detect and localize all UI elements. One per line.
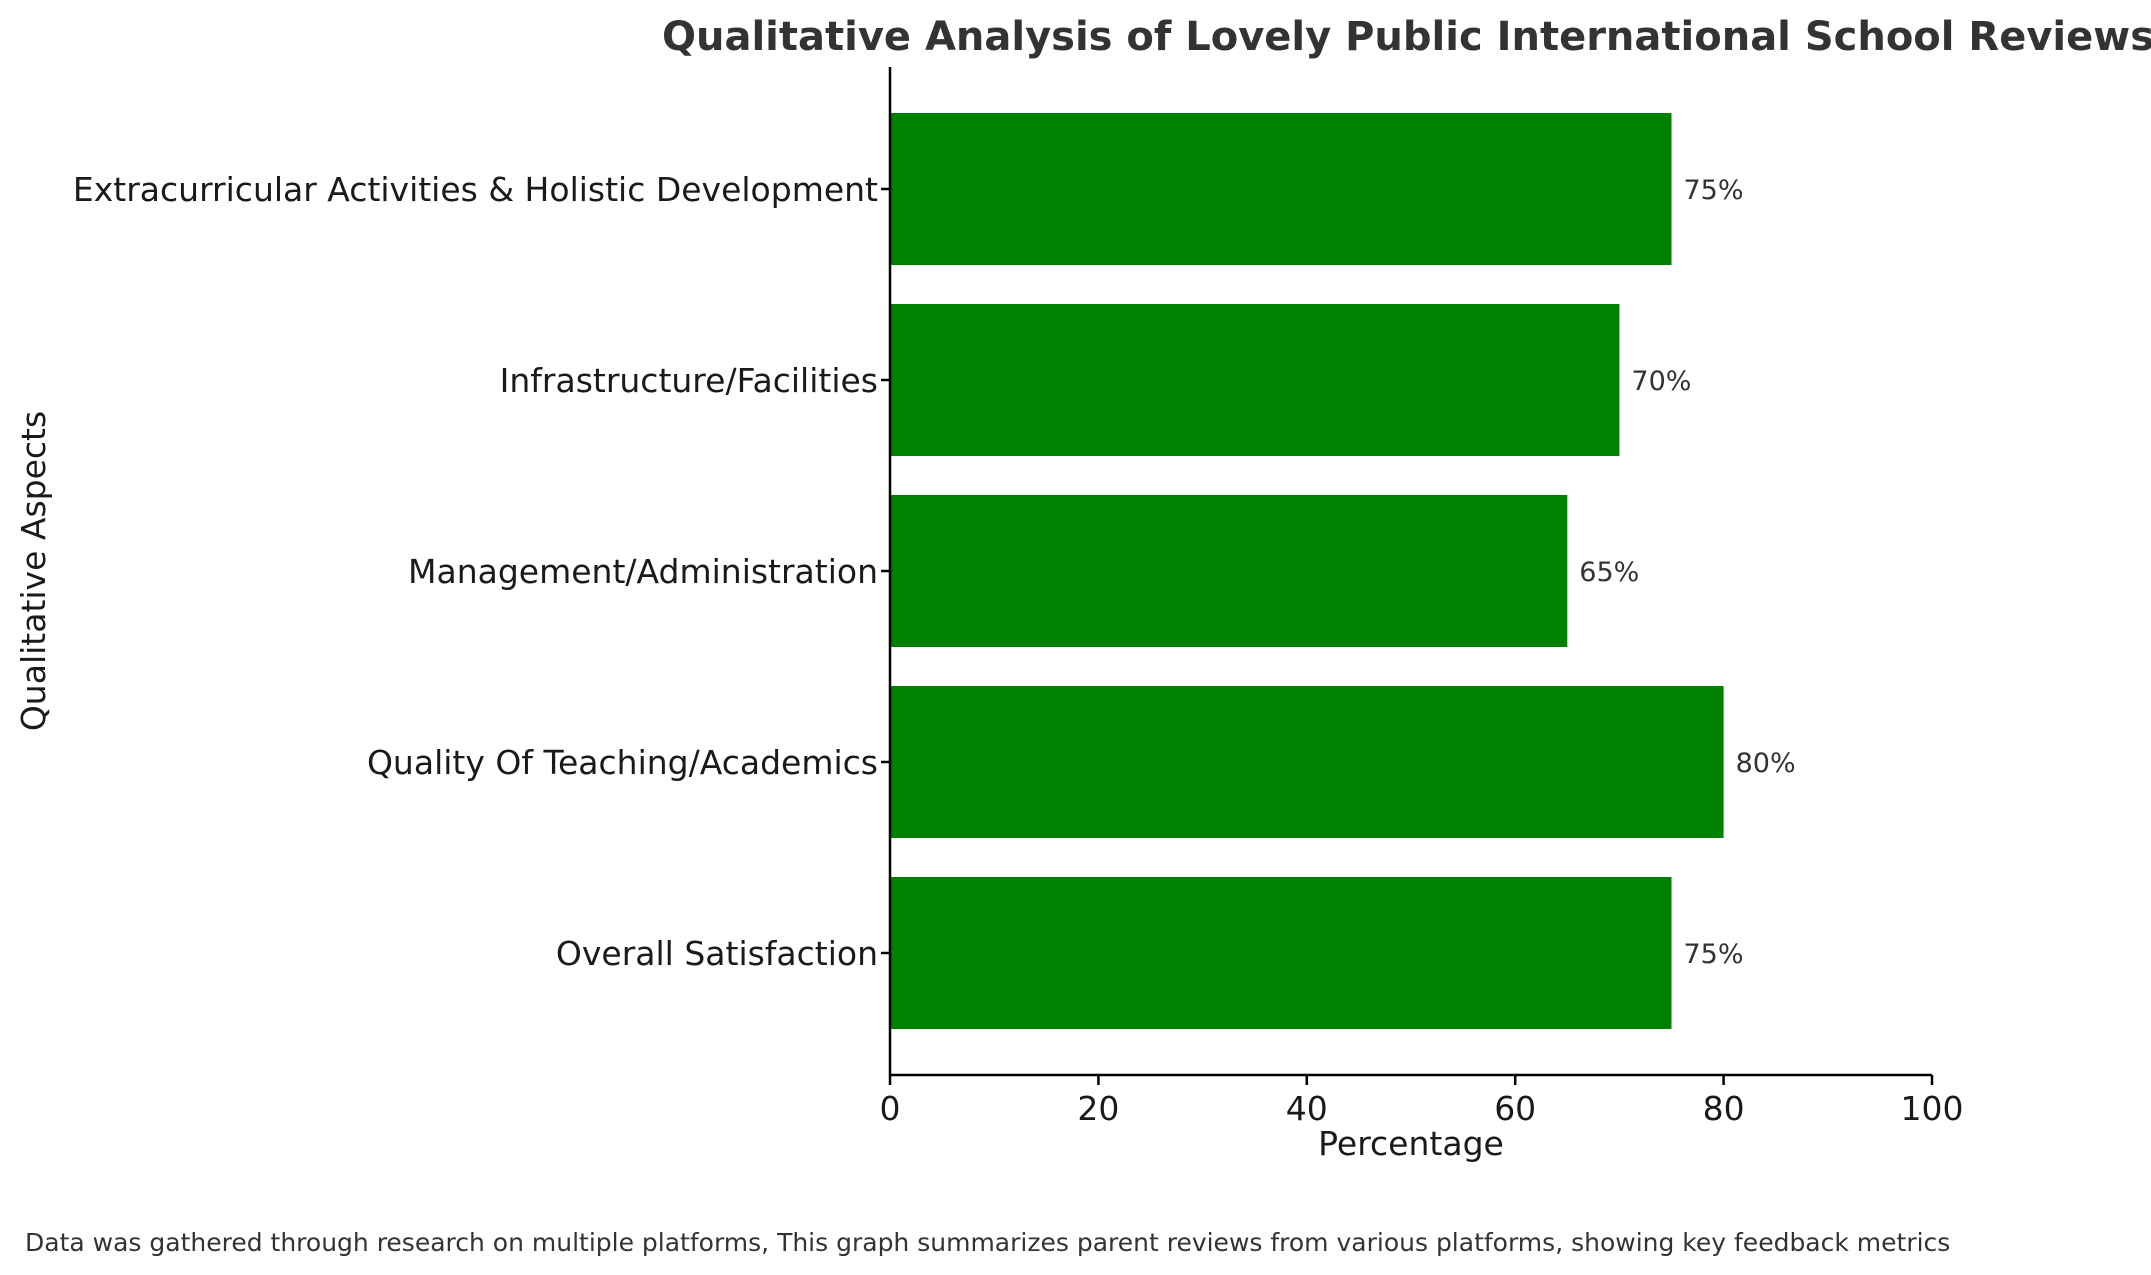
y-tick-label-1: Quality Of Teaching/Academics xyxy=(367,743,878,782)
x-tick-label-4: 80 xyxy=(1703,1089,1745,1128)
y-tick-label-2: Management/Administration xyxy=(408,552,878,591)
x-tick-label-2: 40 xyxy=(1286,1089,1328,1128)
bar-4 xyxy=(890,113,1672,265)
chart-title: Qualitative Analysis of Lovely Public In… xyxy=(662,14,2151,60)
labels-layer: Overall Satisfaction 75% Quality Of Teachi… xyxy=(73,170,1964,1128)
y-tick-label-4: Extracurricular Activities & Holistic De… xyxy=(73,170,878,209)
value-label-4: 75% xyxy=(1684,175,1744,206)
x-tick-label-3: 60 xyxy=(1494,1089,1536,1128)
value-label-2: 65% xyxy=(1579,557,1639,588)
value-label-1: 80% xyxy=(1736,748,1796,779)
bar-0 xyxy=(890,877,1672,1029)
ticks-layer xyxy=(881,187,1934,1085)
y-axis-label: Qualitative Aspects xyxy=(14,411,53,731)
bars-layer xyxy=(890,113,1724,1029)
y-tick-label-0: Overall Satisfaction xyxy=(556,934,878,973)
x-axis-label: Percentage xyxy=(1318,1124,1504,1163)
x-tick-label-1: 20 xyxy=(1077,1089,1119,1128)
footnote: Data was gathered through research on mu… xyxy=(25,1228,1951,1257)
value-label-3: 70% xyxy=(1631,366,1691,397)
bar-1 xyxy=(890,686,1724,838)
bar-3 xyxy=(890,304,1620,456)
value-label-0: 75% xyxy=(1684,939,1744,970)
bar-2 xyxy=(890,495,1568,647)
x-tick-label-0: 0 xyxy=(880,1089,901,1128)
x-tick-label-5: 100 xyxy=(1901,1089,1964,1128)
y-tick-label-3: Infrastructure/Facilities xyxy=(500,361,878,400)
